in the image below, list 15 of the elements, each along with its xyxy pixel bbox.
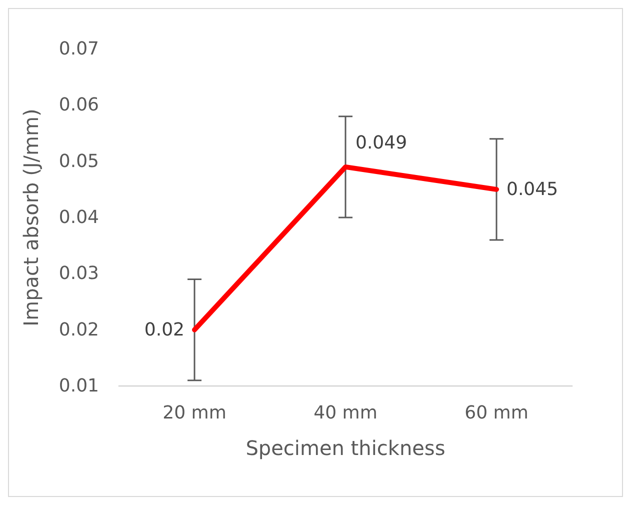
- x-tick-label: 20 mm: [162, 402, 226, 424]
- x-axis-title: Specimen thickness: [246, 436, 446, 460]
- y-tick-label: 0.04: [58, 207, 99, 228]
- x-tick-label: 40 mm: [314, 402, 378, 424]
- y-tick-label: 0.06: [58, 94, 99, 116]
- data-label: 0.045: [506, 178, 558, 200]
- y-tick-label: 0.01: [58, 376, 99, 396]
- y-tick-label: 0.02: [58, 319, 99, 340]
- y-axis-title: Impact absorb (J/mm): [19, 108, 43, 326]
- data-label: 0.049: [356, 132, 408, 154]
- x-tick-label: 60 mm: [464, 402, 528, 424]
- data-label: 0.02: [144, 319, 184, 340]
- y-tick-label: 0.07: [58, 38, 99, 60]
- y-tick-label: 0.05: [58, 150, 99, 172]
- y-tick-label: 0.03: [58, 263, 99, 284]
